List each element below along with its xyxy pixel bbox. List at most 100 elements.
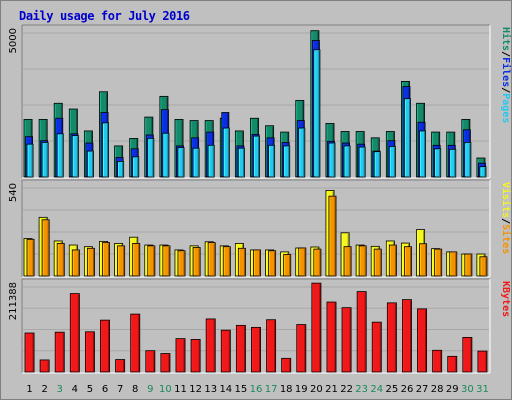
kbytes-bar [386,302,397,373]
pages-bar [388,146,396,178]
day-label: 16 [250,384,263,395]
day-label: 13 [204,384,217,395]
max-label-visits-sites: 540 [8,183,19,202]
pages-bar [464,142,472,178]
day-label: 8 [132,384,138,395]
sites-bar [207,242,216,277]
day-label: 15 [235,384,248,395]
kbytes-bar [251,326,261,373]
pages-bar [147,138,155,178]
sites-bar [313,248,322,277]
sites-bar [373,248,382,277]
sites-bar [117,245,126,277]
pages-bar [434,148,442,178]
legend-separator: / [500,51,511,57]
sites-bar [283,254,292,277]
kbytes-bar [160,353,171,373]
pages-bar [237,147,245,178]
kbytes-bar [235,324,246,373]
kbytes-bar [356,291,367,373]
kbytes-bar [462,337,473,373]
day-label: 29 [446,384,459,395]
kbytes-bar [39,359,50,373]
max-label-kbytes: 211388 [8,282,19,320]
pages-bar [26,143,34,178]
sites-bar [464,253,473,277]
legend-kbytes: KBytes [500,281,511,317]
pages-bar [177,147,185,178]
day-label: 24 [370,384,383,395]
kbytes-bar [266,319,277,373]
sites-bar [26,238,35,277]
kbytes-bar [84,331,95,373]
legend-sites: Sites [500,224,512,254]
legend-visits-sites: Visits/Sites [500,182,512,254]
sites-bar [298,247,307,277]
sites-bar [147,245,156,277]
sites-bar [237,247,246,277]
pages-bar [479,166,487,178]
day-label: 4 [72,384,78,395]
sites-bar [419,243,428,277]
pages-bar [328,142,336,178]
day-label: 22 [340,384,353,395]
max-label-hits-files-pages: 5000 [8,28,19,53]
sites-bar [41,219,50,277]
pages-bar [268,144,276,178]
day-label: 12 [189,384,202,395]
sites-bar [268,250,277,277]
sites-bar [328,195,337,277]
day-label: 2 [41,384,47,395]
pages-bar [404,98,411,178]
legend-separator: / [500,218,511,224]
pages-bar [41,142,49,178]
sites-bar [177,250,186,277]
sites-bar [388,244,397,277]
sites-bar [86,247,95,277]
pages-bar [298,127,306,178]
kbytes-bar [145,350,156,373]
day-label: 27 [416,384,429,395]
day-label: 26 [401,384,414,395]
pages-bar [207,144,215,178]
chart-title: Daily usage for July 2016 [19,9,190,23]
day-label: 28 [431,384,444,395]
legend-kbytes: KBytes [500,281,511,317]
kbytes-bar [205,318,216,373]
day-label: 17 [265,384,278,395]
kbytes-bar [220,329,231,373]
kbytes-bar [190,339,201,373]
legend-visits: Visits [500,182,512,218]
day-label: 31 [476,384,489,395]
sites-bar [132,243,141,277]
pages-bar [71,135,79,178]
day-label: 7 [117,384,123,395]
day-label: 19 [295,384,308,395]
legend-separator: / [500,87,511,93]
kbytes-bar [402,299,412,373]
sites-bar [449,251,458,277]
kbytes-bar [417,308,428,373]
pages-bar [192,147,200,178]
day-label: 11 [174,384,187,395]
sites-bar [102,242,110,277]
kbytes-bar [326,301,337,373]
kbytes-bar [54,331,65,373]
pages-bar [449,148,457,178]
pages-bar [419,130,427,178]
day-label: 30 [461,384,474,395]
sites-bar [358,245,367,277]
kbytes-bar [115,359,126,373]
sites-bar [71,249,80,277]
sites-bar [222,246,231,277]
pages-bar [313,49,321,178]
day-label: 1 [26,384,32,395]
legend-hits-files-pages: Hits/Files/Pages [500,27,512,123]
pages-bar [86,150,94,178]
day-label: 5 [87,384,93,395]
legend-pages: Pages [500,93,511,123]
kbytes-bar [432,349,443,373]
kbytes-bar [69,293,80,373]
kbytes-bar [477,350,488,373]
pages-bar [132,156,140,178]
